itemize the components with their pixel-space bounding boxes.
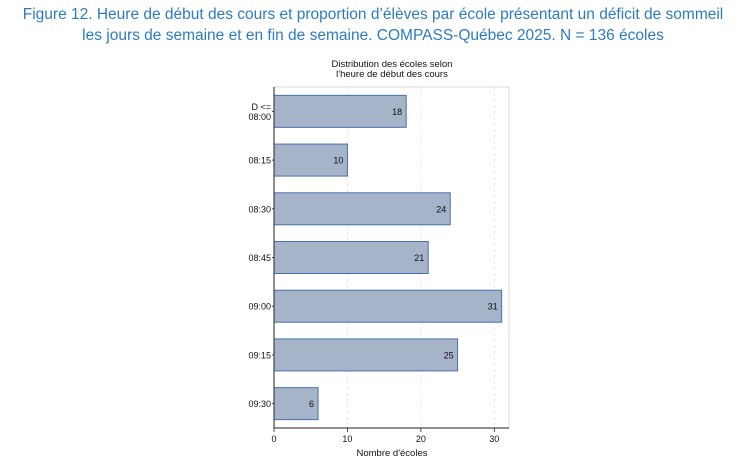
y-tick-label: 09:00 — [248, 302, 271, 312]
figure-caption: Figure 12. Heure de début des cours et p… — [0, 4, 746, 46]
bar — [273, 192, 451, 226]
data-label: 21 — [414, 253, 424, 263]
bar — [273, 338, 459, 372]
data-label: 25 — [444, 350, 454, 360]
figure-caption-line-1: Figure 12. Heure de début des cours et p… — [22, 6, 724, 23]
chart-title-line-1: Distribution des écoles selon — [332, 59, 453, 70]
y-tick-label: 08:45 — [248, 253, 271, 263]
x-axis-label: Nombre d'écoles — [357, 448, 428, 459]
data-label: 10 — [333, 156, 343, 166]
bar — [273, 241, 429, 274]
y-tick-label: 08:15 — [248, 156, 271, 166]
y-tick-label: 08:00 — [248, 112, 271, 122]
x-tick-label: 20 — [416, 434, 426, 444]
x-tick-label: 30 — [489, 434, 499, 444]
bar — [273, 289, 503, 323]
bar — [273, 94, 407, 128]
y-tick-label: D <= — [251, 102, 271, 112]
data-label: 31 — [488, 302, 498, 312]
data-label: 24 — [436, 204, 446, 214]
x-tick-label: 0 — [271, 434, 276, 444]
y-tick-label: 08:30 — [248, 204, 271, 214]
figure-caption-line-2: les jours de semaine et en fin de semain… — [82, 27, 664, 44]
y-tick-label: 09:15 — [248, 350, 271, 360]
data-label: 18 — [392, 107, 402, 117]
data-label: 6 — [309, 399, 314, 409]
chart-title-line-2: l'heure de début des cours — [336, 69, 448, 80]
x-tick-label: 10 — [342, 434, 352, 444]
y-tick-label: 09:30 — [248, 399, 271, 409]
plot-area: 18 D <=08:00 10 08:15 24 08:30 21 08:45 31 09:00 2… — [248, 86, 510, 444]
bar — [273, 143, 348, 177]
